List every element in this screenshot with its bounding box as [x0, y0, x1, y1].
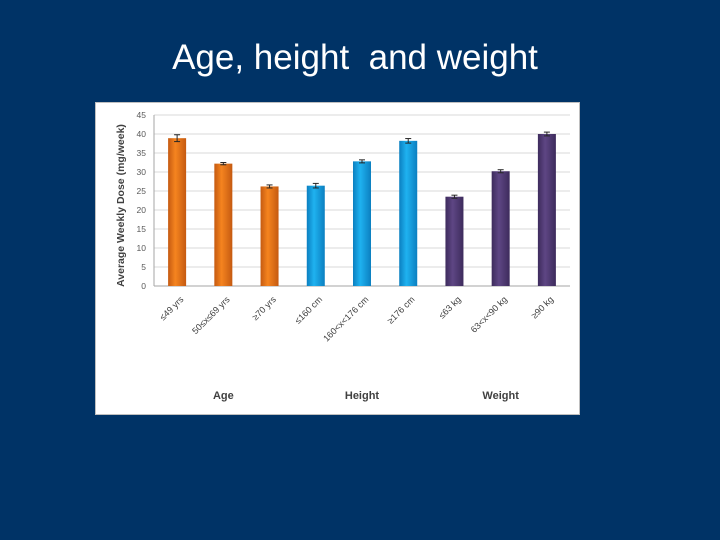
bar: [168, 138, 187, 286]
chart-panel: 0 5 10 15 20 25 30 35 40 45 ≤49 yrs 50≤x≤69 yrs ≥70…: [95, 102, 580, 415]
bar: [399, 140, 418, 286]
bar: [445, 196, 464, 286]
y-tick-label: 40: [137, 129, 147, 139]
category-label: ≤160 cm: [293, 294, 324, 325]
category-label: ≤63 kg: [437, 294, 463, 320]
category-labels: ≤49 yrs 50≤x≤69 yrs ≥70 yrs ≤160 cm160<x<17…: [158, 294, 556, 344]
category-label: 50≤x≤69 yrs: [190, 294, 232, 336]
y-tick-label: 45: [137, 110, 147, 120]
y-tick-label: 0: [141, 281, 146, 291]
bar-chart: 0 5 10 15 20 25 30 35 40 45 ≤49 yrs 50≤x≤69 yrs ≥70…: [115, 110, 570, 402]
y-tick-label: 5: [141, 262, 146, 272]
y-tick-label: 30: [137, 167, 147, 177]
bar: [214, 163, 233, 286]
y-tick-label: 20: [137, 205, 147, 215]
y-axis-label: Average Weekly Dose (mg/week): [115, 124, 127, 287]
y-tick-label: 15: [137, 224, 147, 234]
category-label: 63<x<90 kg: [469, 294, 509, 334]
category-label: ≤49 yrs: [158, 294, 186, 322]
group-labels: Age Height Weight: [213, 390, 519, 402]
bar: [306, 185, 325, 286]
error-bars: [174, 131, 550, 199]
bar: [353, 161, 371, 286]
y-axis-ticks: 0 5 10 15 20 25 30 35 40 45: [137, 110, 147, 291]
y-tick-label: 35: [137, 148, 147, 158]
bar: [260, 186, 279, 286]
group-label: Weight: [482, 390, 519, 402]
bar: [537, 134, 556, 286]
category-label: ≥90 kg: [529, 294, 555, 320]
category-label: 160<x<176 cm: [321, 294, 370, 343]
y-tick-label: 10: [137, 243, 147, 253]
category-label: ≥70 yrs: [250, 294, 278, 322]
y-tick-label: 25: [137, 186, 147, 196]
slide-title: Age, height and weight: [172, 38, 538, 77]
bars: [168, 134, 556, 286]
category-label: ≥176 cm: [385, 294, 416, 325]
group-label: Height: [345, 390, 380, 402]
group-label: Age: [213, 390, 234, 402]
bar: [491, 171, 510, 286]
